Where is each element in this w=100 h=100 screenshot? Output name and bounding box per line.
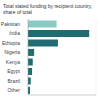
svg-text:Pakistan: Pakistan: [8, 21, 20, 27]
svg-text:Other: Other: [8, 87, 20, 93]
svg-text:Kenya: Kenya: [8, 59, 20, 65]
svg-text:India: India: [9, 30, 20, 36]
svg-text:Brazil: Brazil: [8, 78, 20, 84]
svg-text:Nigeria: Nigeria: [8, 49, 20, 55]
svg-text:Ethiopia: Ethiopia: [8, 40, 20, 46]
svg-text:Egypt: Egypt: [8, 68, 21, 74]
html-text:Total stated funding by recipi: Total stated funding by recipient countr…: [3, 3, 93, 15]
